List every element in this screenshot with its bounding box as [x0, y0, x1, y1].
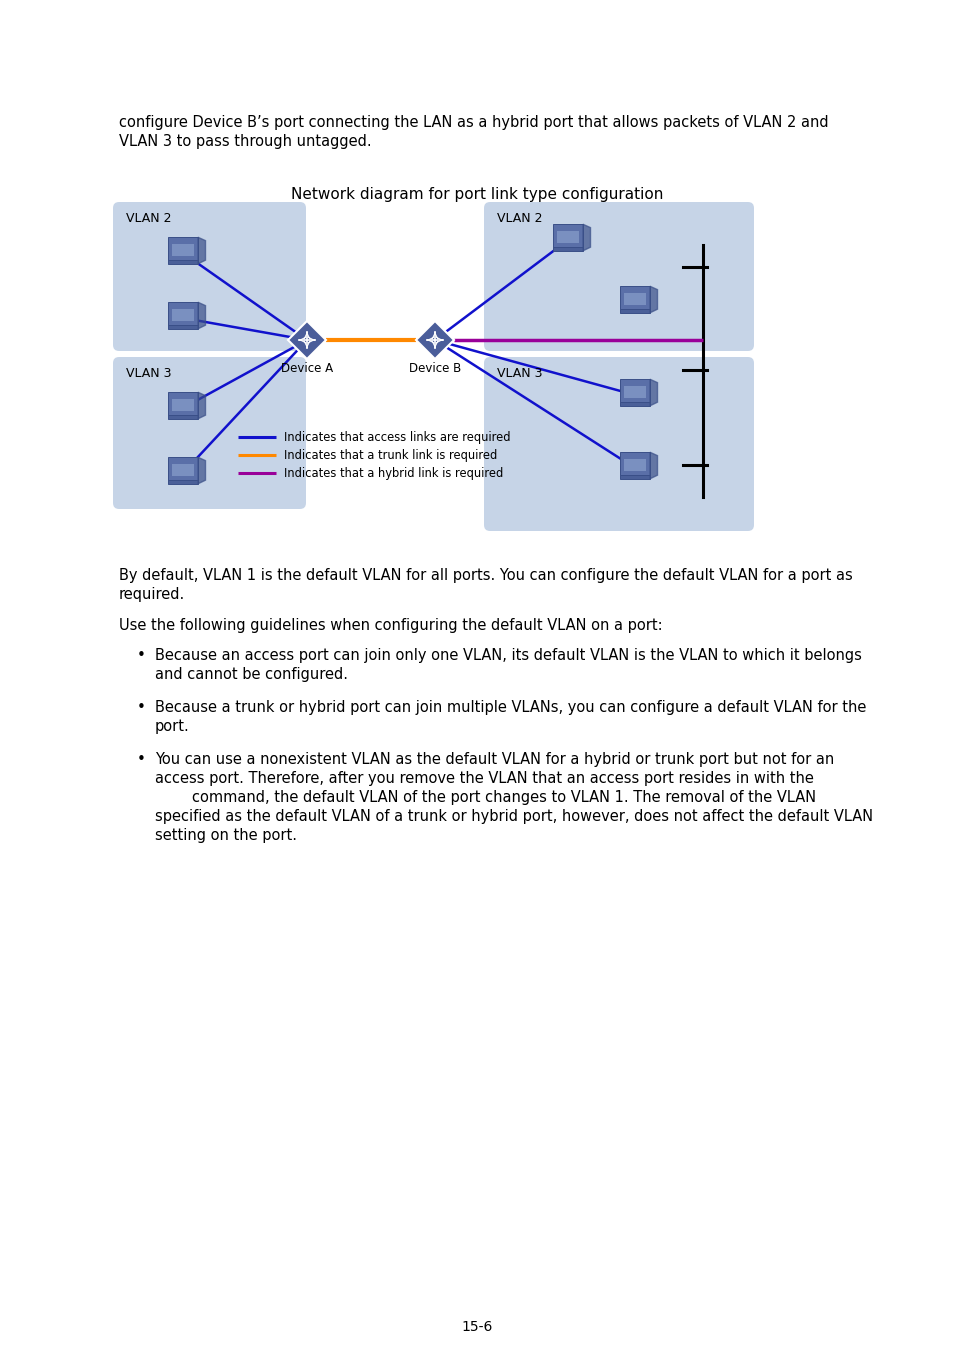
FancyBboxPatch shape — [172, 400, 193, 412]
FancyBboxPatch shape — [619, 286, 649, 309]
Text: Use the following guidelines when configuring the default VLAN on a port:: Use the following guidelines when config… — [119, 618, 662, 633]
FancyBboxPatch shape — [168, 302, 198, 325]
Text: Indicates that access links are required: Indicates that access links are required — [284, 431, 510, 444]
FancyBboxPatch shape — [483, 356, 753, 531]
FancyBboxPatch shape — [168, 458, 198, 479]
Text: VLAN 3 to pass through untagged.: VLAN 3 to pass through untagged. — [119, 134, 372, 148]
FancyBboxPatch shape — [172, 309, 193, 321]
Text: Device A: Device A — [280, 362, 333, 375]
FancyBboxPatch shape — [619, 379, 649, 402]
Text: setting on the port.: setting on the port. — [154, 828, 296, 842]
Polygon shape — [288, 321, 326, 359]
Text: Device B: Device B — [409, 362, 460, 375]
FancyBboxPatch shape — [168, 259, 198, 263]
Text: Indicates that a trunk link is required: Indicates that a trunk link is required — [284, 448, 497, 462]
FancyBboxPatch shape — [168, 414, 198, 418]
Polygon shape — [649, 452, 657, 479]
Text: port.: port. — [154, 720, 190, 734]
FancyBboxPatch shape — [623, 293, 645, 305]
FancyBboxPatch shape — [168, 479, 198, 483]
Text: VLAN 2: VLAN 2 — [126, 212, 172, 225]
FancyBboxPatch shape — [112, 202, 306, 351]
Text: VLAN 3: VLAN 3 — [497, 367, 542, 379]
FancyBboxPatch shape — [483, 202, 753, 351]
Text: configure Device B’s port connecting the LAN as a hybrid port that allows packet: configure Device B’s port connecting the… — [119, 115, 828, 130]
Text: VLAN 2: VLAN 2 — [497, 212, 542, 225]
Text: command, the default VLAN of the port changes to VLAN 1. The removal of the VLAN: command, the default VLAN of the port ch… — [154, 790, 815, 805]
Polygon shape — [198, 458, 205, 483]
Text: required.: required. — [119, 587, 185, 602]
Text: By default, VLAN 1 is the default VLAN for all ports. You can configure the defa: By default, VLAN 1 is the default VLAN f… — [119, 568, 852, 583]
Text: VLAN 3: VLAN 3 — [126, 367, 172, 379]
Text: •: • — [137, 752, 146, 767]
FancyBboxPatch shape — [172, 464, 193, 477]
Polygon shape — [416, 321, 454, 359]
Polygon shape — [198, 238, 205, 263]
Polygon shape — [198, 302, 205, 329]
FancyBboxPatch shape — [172, 244, 193, 256]
Text: •: • — [137, 648, 146, 663]
Text: and cannot be configured.: and cannot be configured. — [154, 667, 348, 682]
FancyBboxPatch shape — [168, 238, 198, 259]
FancyBboxPatch shape — [168, 325, 198, 329]
FancyBboxPatch shape — [619, 402, 649, 406]
Text: Because a trunk or hybrid port can join multiple VLANs, you can configure a defa: Because a trunk or hybrid port can join … — [154, 701, 865, 716]
Text: •: • — [137, 701, 146, 716]
FancyBboxPatch shape — [112, 356, 306, 509]
Polygon shape — [649, 286, 657, 313]
FancyBboxPatch shape — [623, 386, 645, 398]
Text: 15-6: 15-6 — [461, 1320, 492, 1334]
Polygon shape — [198, 393, 205, 418]
FancyBboxPatch shape — [623, 459, 645, 471]
FancyBboxPatch shape — [168, 393, 198, 414]
FancyBboxPatch shape — [619, 452, 649, 475]
Text: access port. Therefore, after you remove the VLAN that an access port resides in: access port. Therefore, after you remove… — [154, 771, 813, 786]
FancyBboxPatch shape — [619, 309, 649, 313]
Text: You can use a nonexistent VLAN as the default VLAN for a hybrid or trunk port bu: You can use a nonexistent VLAN as the de… — [154, 752, 833, 767]
Text: Indicates that a hybrid link is required: Indicates that a hybrid link is required — [284, 467, 503, 479]
FancyBboxPatch shape — [557, 231, 578, 243]
FancyBboxPatch shape — [553, 247, 582, 251]
FancyBboxPatch shape — [553, 224, 582, 247]
Text: Network diagram for port link type configuration: Network diagram for port link type confi… — [291, 188, 662, 202]
FancyBboxPatch shape — [619, 475, 649, 479]
Polygon shape — [582, 224, 590, 251]
Polygon shape — [649, 379, 657, 406]
Text: specified as the default VLAN of a trunk or hybrid port, however, does not affec: specified as the default VLAN of a trunk… — [154, 809, 872, 824]
Text: Because an access port can join only one VLAN, its default VLAN is the VLAN to w: Because an access port can join only one… — [154, 648, 861, 663]
